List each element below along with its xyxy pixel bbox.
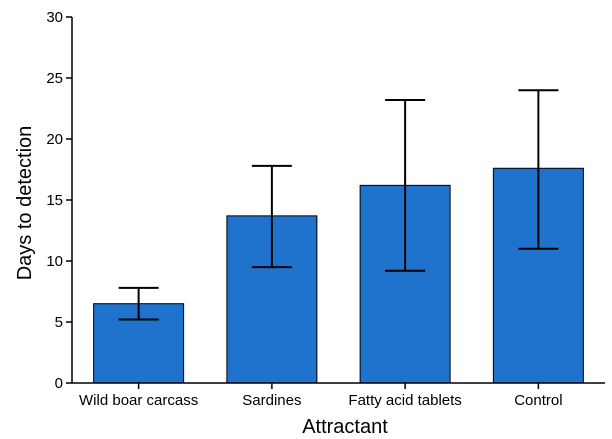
y-tick-label: 20 (46, 131, 63, 148)
y-tick-label: 5 (55, 314, 63, 331)
x-tick-label: Fatty acid tablets (348, 392, 461, 409)
y-tick-label: 10 (46, 253, 63, 270)
x-axis-ticks: Wild boar carcass Sardines Fatty acid tabl… (79, 383, 563, 409)
error-bars (118, 89, 559, 321)
x-tick-label: Wild boar carcass (79, 392, 198, 409)
y-tick-label: 0 (55, 375, 63, 392)
y-tick-label: 30 (46, 9, 63, 26)
x-tick-label: Control (514, 392, 562, 409)
x-axis-title: Attractant (302, 416, 388, 438)
bars (93, 167, 584, 384)
y-axis-ticks: 0 5 10 15 20 25 30 (46, 9, 72, 392)
x-tick-label: Sardines (242, 392, 301, 409)
y-tick-label: 15 (46, 192, 63, 209)
y-tick-label: 25 (46, 70, 63, 87)
y-axis-title: Days to detection (14, 126, 36, 281)
